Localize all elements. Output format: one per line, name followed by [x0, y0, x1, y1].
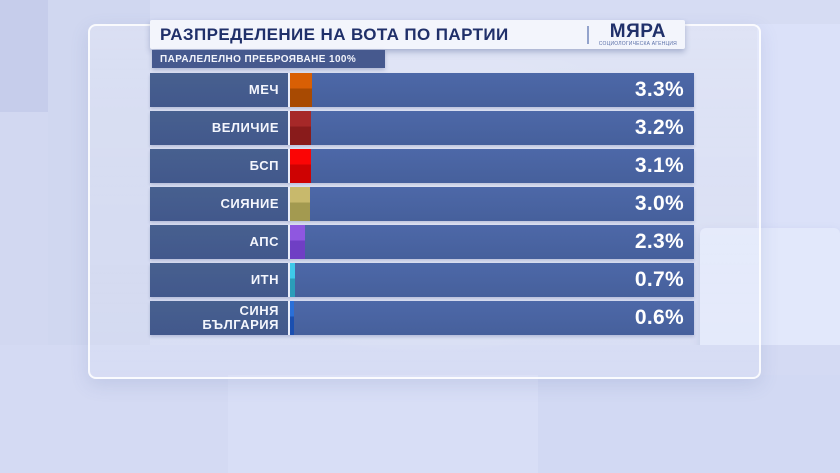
party-rows: МЕЧ 3.3% ВЕЛИЧИЕ 3.2% БСП: [150, 73, 694, 335]
party-value: 0.6%: [634, 306, 684, 329]
row-divider: [288, 149, 290, 183]
row-divider: [288, 187, 290, 221]
party-bar: [290, 263, 295, 297]
party-bar-zone: 0.7%: [290, 263, 694, 297]
agency-logo: МЯРА СОЦИОЛОГИЧЕСКА АГЕНЦИЯ: [599, 22, 677, 47]
party-label-zone: СИЯНИЕ: [150, 187, 288, 221]
party-bar-zone: 3.0%: [290, 187, 694, 221]
party-name: БСП: [249, 158, 279, 174]
row-divider: [288, 73, 290, 107]
party-bar-zone: 3.2%: [290, 111, 694, 145]
party-bar-zone: 0.6%: [290, 301, 694, 335]
party-name: АПС: [249, 234, 279, 250]
header-bar: РАЗПРЕДЕЛЕНИЕ НА ВОТА ПО ПАРТИИ МЯРА СОЦ…: [150, 20, 685, 49]
subtitle-text: ПАРАЛЕЛЕЛНО ПРЕБРОЯВАНЕ 100%: [160, 53, 357, 65]
party-row: МЕЧ 3.3%: [150, 73, 694, 107]
party-bar-zone: 2.3%: [290, 225, 694, 259]
background-tile: [538, 375, 840, 473]
party-name: СИЯНИЕ: [220, 196, 279, 212]
party-value: 2.3%: [634, 230, 684, 253]
agency-logo-caption: СОЦИОЛОГИЧЕСКА АГЕНЦИЯ: [598, 41, 677, 47]
row-divider: [288, 263, 290, 297]
party-row: ВЕЛИЧИЕ 3.2%: [150, 111, 694, 145]
party-name: СИНЯ БЪЛГАРИЯ: [202, 303, 279, 332]
party-bar-zone: 3.3%: [290, 73, 694, 107]
party-value: 0.7%: [634, 268, 684, 291]
subtitle-strip: ПАРАЛЕЛЕЛНО ПРЕБРОЯВАНЕ 100%: [152, 50, 385, 68]
background-tile: [0, 112, 48, 345]
party-row: СИЯНИЕ 3.0%: [150, 187, 694, 221]
party-value: 3.1%: [634, 154, 684, 177]
background-tile: [228, 375, 538, 473]
party-row: ИТН 0.7%: [150, 263, 694, 297]
party-value: 3.3%: [634, 78, 684, 101]
background-tile: [757, 24, 840, 234]
party-row: СИНЯ БЪЛГАРИЯ 0.6%: [150, 301, 694, 335]
party-value: 3.0%: [634, 192, 684, 215]
party-bar: [290, 149, 311, 183]
party-bar: [290, 301, 294, 335]
party-label-zone: БСП: [150, 149, 288, 183]
party-bar: [290, 111, 312, 145]
party-value: 3.2%: [634, 116, 684, 139]
row-divider: [288, 225, 290, 259]
party-name: ИТН: [250, 272, 279, 288]
page-title: РАЗПРЕДЕЛЕНИЕ НА ВОТА ПО ПАРТИИ: [160, 24, 509, 44]
party-label-zone: АПС: [150, 225, 288, 259]
party-row: БСП 3.1%: [150, 149, 694, 183]
agency-logo-text: МЯРА: [609, 21, 666, 42]
row-divider: [288, 111, 290, 145]
background-tile: [48, 0, 150, 345]
party-name: ВЕЛИЧИЕ: [211, 120, 279, 136]
party-label-zone: ИТН: [150, 263, 288, 297]
background-tile: [0, 0, 48, 112]
party-bar: [290, 73, 313, 107]
party-bar: [290, 225, 306, 259]
party-name: МЕЧ: [248, 82, 279, 98]
party-bar: [290, 187, 311, 221]
row-divider: [288, 301, 290, 335]
party-label-zone: ВЕЛИЧИЕ: [150, 111, 288, 145]
party-label-zone: МЕЧ: [150, 73, 288, 107]
header-divider: [586, 25, 589, 44]
party-bar-zone: 3.1%: [290, 149, 694, 183]
party-row: АПС 2.3%: [150, 225, 694, 259]
party-label-zone: СИНЯ БЪЛГАРИЯ: [150, 301, 288, 335]
